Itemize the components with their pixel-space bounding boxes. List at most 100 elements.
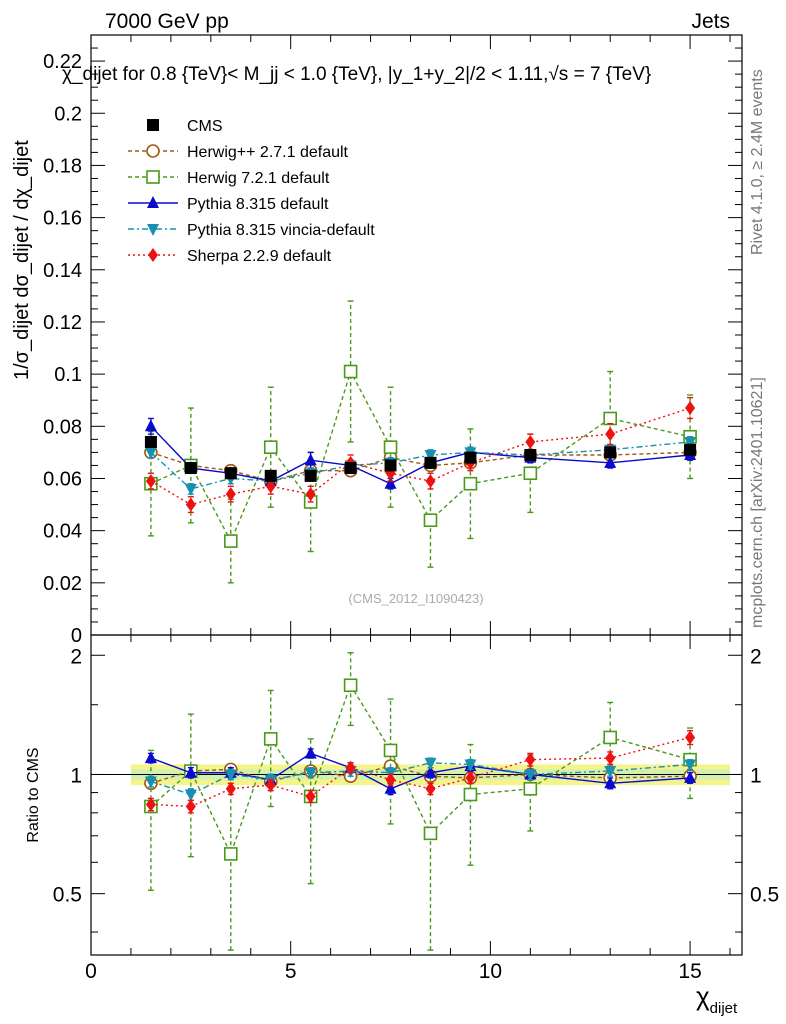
ratio-pythia-8-315-vincia-default-point — [424, 757, 437, 770]
legend-label-sherpa-2-2-9-default: Sherpa 2.2.9 default — [187, 248, 332, 265]
ratio-pythia-8-315-default-point — [424, 765, 437, 778]
series-sherpa-2-2-9-default-line — [150, 407, 691, 506]
series-cms-point — [424, 456, 437, 469]
ratio-y-tick-label-right: 1 — [750, 764, 762, 787]
legend-marker-pythia-8-315-default — [147, 196, 159, 208]
series-herwig-7-2-1-default-point — [463, 476, 478, 491]
ratio-herwig-7-2-1-default-point — [463, 787, 478, 802]
ratio-pythia-8-315-default-point — [144, 751, 157, 764]
series-sherpa-2-2-9-default-point — [185, 497, 196, 512]
y-tick-label: 0.1 — [54, 364, 82, 386]
series-pythia-8-315-vincia-default-point — [184, 483, 197, 496]
ratio-herwig-7-2-1-default-point — [263, 732, 278, 746]
y-tick-label: 0.04 — [43, 521, 82, 543]
y-tick-label: 0.08 — [43, 416, 82, 438]
ratio-pythia-8-315-vincia-default-line — [150, 762, 691, 796]
ratio-frame — [90, 634, 743, 956]
ratio-sherpa-2-2-9-default-point — [425, 781, 436, 796]
ratio-pythia-8-315-default-point — [604, 776, 617, 789]
y-tick-label: 0 — [71, 625, 82, 647]
y-tick-label: 0.16 — [43, 208, 82, 230]
y-tick-label: 0.02 — [43, 573, 82, 595]
y-tick-label: 0.18 — [43, 155, 82, 177]
series-sherpa-2-2-9-default-point — [145, 474, 156, 489]
series-sherpa-2-2-9-default-point — [425, 474, 436, 489]
ratio-herwig-7-2-1-default-point — [343, 678, 358, 693]
ratio-pythia-8-315-vincia-default-point — [604, 766, 617, 779]
ratio-pythia-8-315-vincia-default-point — [464, 759, 477, 772]
ratio-sherpa-2-2-9-default-point — [605, 751, 616, 766]
ratio-sherpa-2-2-9-default-point — [525, 752, 536, 767]
series-herwig-7-2-1-default-point — [223, 534, 238, 548]
y-tick-label: 0.22 — [43, 51, 82, 73]
series-cms-point — [464, 451, 477, 464]
legend-marker-sherpa-2-2-9-default — [148, 248, 158, 262]
ratio-sherpa-2-2-9-default-point — [345, 760, 356, 775]
ratio-herwig-2-7-1-default-line — [150, 765, 691, 784]
y-axis-label: 1/σ_dijet dσ_dijet / dχ_dijet — [11, 140, 33, 380]
ratio-y-tick-label: 0.5 — [53, 884, 82, 907]
series-herwig-7-2-1-default-point — [343, 364, 358, 379]
series-cms-point — [264, 469, 277, 482]
ratio-pythia-8-315-default-point — [184, 765, 197, 778]
series-pythia-8-315-default-point — [144, 419, 157, 432]
ratio-sherpa-2-2-9-default-point — [465, 770, 476, 785]
ratio-pythia-8-315-vincia-default-point — [184, 789, 197, 802]
legend-marker-herwig-7-2-1-default — [146, 170, 160, 184]
y-tick-label: 0.06 — [43, 468, 82, 490]
series-cms-point — [344, 462, 357, 475]
ratio-pythia-8-315-default-line — [150, 752, 691, 790]
legend-marker-herwig-2-7-1-default — [146, 144, 160, 158]
series-herwig-7-2-1-default-line — [150, 369, 691, 543]
header-right-label: Jets — [691, 10, 730, 33]
series-cms-point — [224, 467, 237, 480]
series-pythia-8-315-default-point — [604, 455, 617, 468]
x-axis-label-sub: dijet — [710, 1000, 738, 1017]
series-pythia-8-315-vincia-default-line — [150, 441, 691, 490]
header-left-label: 7000 GeV pp — [105, 10, 229, 33]
rivet-label: Rivet 4.1.0, ≥ 2.4M events — [749, 69, 766, 255]
x-tick-label: 15 — [678, 960, 701, 983]
ratio-sherpa-2-2-9-default-line — [150, 736, 691, 808]
ratio-sherpa-2-2-9-default-point — [225, 781, 236, 796]
series-pythia-8-315-vincia-default-point — [424, 450, 437, 462]
ratio-herwig-7-2-1-default-point — [423, 826, 438, 841]
ratio-panel: 0 5 10 15 0.5 0.5 1 1 2 2 — [53, 634, 779, 983]
ratio-pythia-8-315-default-point — [684, 770, 697, 783]
x-tick-label: 0 — [85, 960, 97, 983]
ratio-sherpa-2-2-9-default-point — [145, 797, 156, 812]
series-herwig-7-2-1-default-point — [603, 411, 618, 426]
analysis-watermark: (CMS_2012_I1090423) — [348, 591, 483, 606]
series-sherpa-2-2-9-default-point — [525, 434, 536, 449]
series-cms-point — [144, 435, 157, 448]
x-tick-label: 10 — [479, 960, 502, 983]
main-panel: 0 0.02 0.04 0.06 0.08 0.1 0.12 0.14 0.16 0.18 0.2 0… — [43, 34, 743, 647]
legend-label-cms: CMS — [187, 118, 223, 135]
ratio-sherpa-2-2-9-default-point — [305, 789, 316, 804]
ratio-pythia-8-315-vincia-default-point — [144, 776, 157, 789]
legend-marker-pythia-8-315-vincia-default — [147, 224, 159, 236]
series-pythia-8-315-vincia-default-point — [144, 447, 157, 460]
x-tick-label: 5 — [285, 960, 297, 983]
ratio-herwig-7-2-1-default-point — [223, 847, 238, 861]
legend: CMS Herwig++ 2.7.1 default Herwig 7.2.1 de… — [128, 118, 375, 265]
ratio-y-axis-label: Ratio to CMS — [25, 747, 42, 842]
ratio-herwig-7-2-1-default-point — [523, 781, 538, 796]
series-sherpa-2-2-9-default-point — [265, 479, 276, 494]
ratio-y-tick-label: 1 — [70, 764, 82, 787]
ratio-pythia-8-315-vincia-default-point — [224, 769, 237, 782]
ratio-pythia-8-315-vincia-default-point — [304, 767, 317, 780]
ratio-pythia-8-315-default-point — [384, 781, 397, 794]
series-herwig-7-2-1-default-point — [263, 440, 278, 454]
series-herwig-2-7-1-default-line — [150, 451, 691, 482]
ratio-sherpa-2-2-9-default-point — [185, 799, 196, 814]
series-sherpa-2-2-9-default-point — [225, 487, 236, 502]
series-pythia-8-315-default-line — [150, 425, 691, 485]
legend-label-herwig-7-2-1-default: Herwig 7.2.1 default — [187, 170, 330, 187]
x-axis-label: χdijet — [696, 981, 738, 1017]
series-sherpa-2-2-9-default-point — [605, 427, 616, 442]
series-herwig-7-2-1-default-point — [423, 513, 438, 528]
ratio-y-tick-label-right: 0.5 — [750, 884, 779, 907]
ratio-pythia-8-315-vincia-default-point — [684, 759, 697, 772]
ratio-sherpa-2-2-9-default-point — [385, 772, 396, 787]
